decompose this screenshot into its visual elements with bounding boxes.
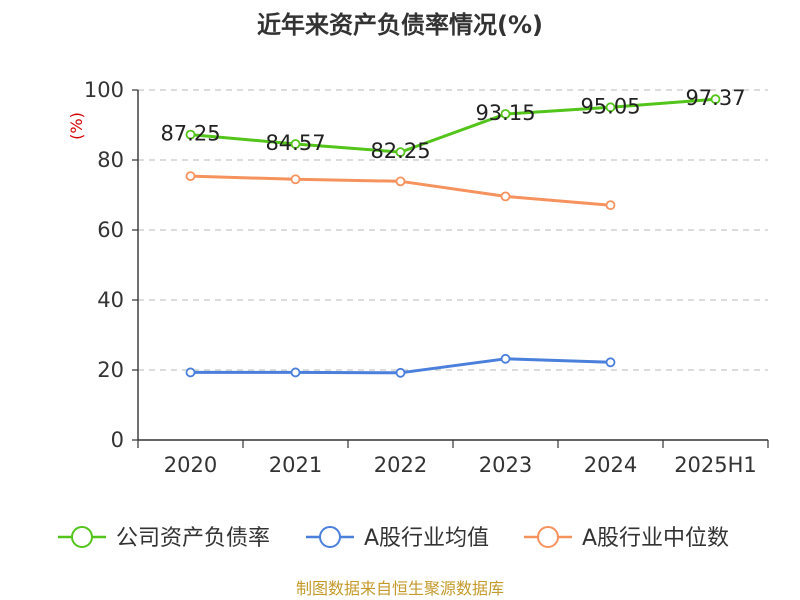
data-label: 93.15	[475, 101, 535, 125]
legend-label: A股行业均值	[364, 526, 489, 551]
y-tick-label: 40	[97, 288, 124, 312]
data-point	[395, 147, 406, 158]
y-tick-label: 80	[97, 148, 124, 172]
data-point	[710, 94, 721, 105]
y-tick-label: 60	[97, 218, 124, 242]
legend-item: A股行业中位数	[524, 526, 729, 551]
y-tick-label: 20	[97, 358, 124, 382]
data-point	[500, 109, 511, 119]
data-point	[290, 139, 301, 149]
x-tick-label: 2022	[374, 453, 427, 477]
series-layer	[185, 94, 721, 378]
data-point	[605, 357, 616, 368]
x-tick-label: 2020	[164, 453, 217, 477]
data-point	[500, 191, 511, 202]
data-label: 82.25	[370, 139, 430, 163]
y-tick-label: 100	[84, 78, 124, 102]
data-point	[395, 367, 406, 378]
data-point	[185, 171, 196, 182]
axis-layer: 0 20 40 60 80 100 2020 2021 2022 2023 2024 2025H1	[84, 78, 769, 477]
legend-label: A股行业中位数	[582, 526, 729, 551]
data-label: 84.57	[265, 131, 325, 155]
data-point	[605, 200, 616, 211]
data-point	[500, 353, 511, 364]
data-point	[185, 367, 196, 378]
x-tick-label: 2021	[269, 453, 322, 477]
x-tick-label: 2023	[479, 453, 532, 477]
legend-marker	[71, 526, 93, 548]
x-tick-label: 2025H1	[674, 453, 757, 477]
legend-item: 公司资产负债率	[58, 526, 270, 551]
data-point	[290, 367, 301, 378]
series-line	[190, 97, 716, 154]
data-label-layer: 87.25 84.57 82.25 93.15 95.05 97.37	[160, 86, 745, 163]
source-note: 制图数据来自恒生聚源数据库	[296, 579, 504, 598]
data-label: 95.05	[580, 94, 640, 118]
legend: 公司资产负债率 A股行业均值 A股行业中位数	[58, 526, 729, 551]
data-label: 97.37	[685, 86, 745, 110]
legend-label: 公司资产负债率	[116, 526, 270, 551]
data-label: 87.25	[160, 122, 220, 146]
legend-item: A股行业均值	[306, 526, 489, 551]
chart-title: 近年来资产负债率情况(%)	[257, 11, 543, 39]
grid-layer	[138, 89, 768, 371]
x-tick-label: 2024	[584, 453, 637, 477]
legend-marker	[319, 526, 341, 548]
data-point	[605, 102, 616, 113]
data-point	[185, 129, 196, 140]
y-tick-label: 0	[111, 428, 124, 452]
legend-marker	[537, 526, 559, 548]
data-point	[290, 174, 301, 185]
data-point	[395, 176, 406, 187]
y-axis-unit: (%)	[67, 112, 86, 140]
